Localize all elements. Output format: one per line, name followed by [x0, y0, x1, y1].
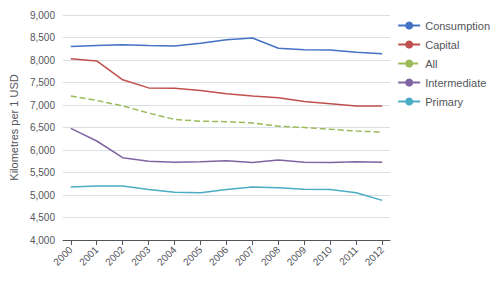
- svg-text:7,500: 7,500: [30, 77, 55, 88]
- svg-text:8,500: 8,500: [30, 32, 55, 43]
- svg-text:6,000: 6,000: [30, 145, 55, 156]
- svg-text:2002: 2002: [103, 244, 127, 268]
- svg-text:2006: 2006: [207, 244, 231, 268]
- svg-text:8,000: 8,000: [30, 55, 55, 66]
- svg-text:7,000: 7,000: [30, 100, 55, 111]
- svg-text:4,000: 4,000: [30, 235, 55, 246]
- svg-text:2010: 2010: [311, 244, 335, 268]
- svg-text:4,500: 4,500: [30, 212, 55, 223]
- svg-text:5,000: 5,000: [30, 190, 55, 201]
- svg-text:6,500: 6,500: [30, 122, 55, 133]
- svg-text:2003: 2003: [129, 244, 153, 268]
- svg-text:2005: 2005: [181, 244, 205, 268]
- svg-text:2000: 2000: [51, 244, 75, 268]
- svg-text:2001: 2001: [77, 244, 101, 268]
- svg-text:2008: 2008: [259, 244, 283, 268]
- svg-text:All: All: [425, 58, 437, 70]
- svg-text:Kilometres per 1 USD: Kilometres per 1 USD: [8, 74, 20, 180]
- svg-text:2011: 2011: [337, 244, 360, 267]
- svg-text:Intermediate: Intermediate: [425, 77, 486, 89]
- svg-text:2007: 2007: [233, 244, 257, 268]
- svg-text:2012: 2012: [363, 244, 387, 268]
- svg-text:Consumption: Consumption: [425, 20, 490, 32]
- svg-text:9,000: 9,000: [30, 10, 55, 21]
- svg-text:Primary: Primary: [425, 96, 463, 108]
- svg-text:Capital: Capital: [425, 39, 459, 51]
- svg-text:5,500: 5,500: [30, 167, 55, 178]
- svg-text:2004: 2004: [155, 244, 179, 268]
- svg-text:2009: 2009: [285, 244, 309, 268]
